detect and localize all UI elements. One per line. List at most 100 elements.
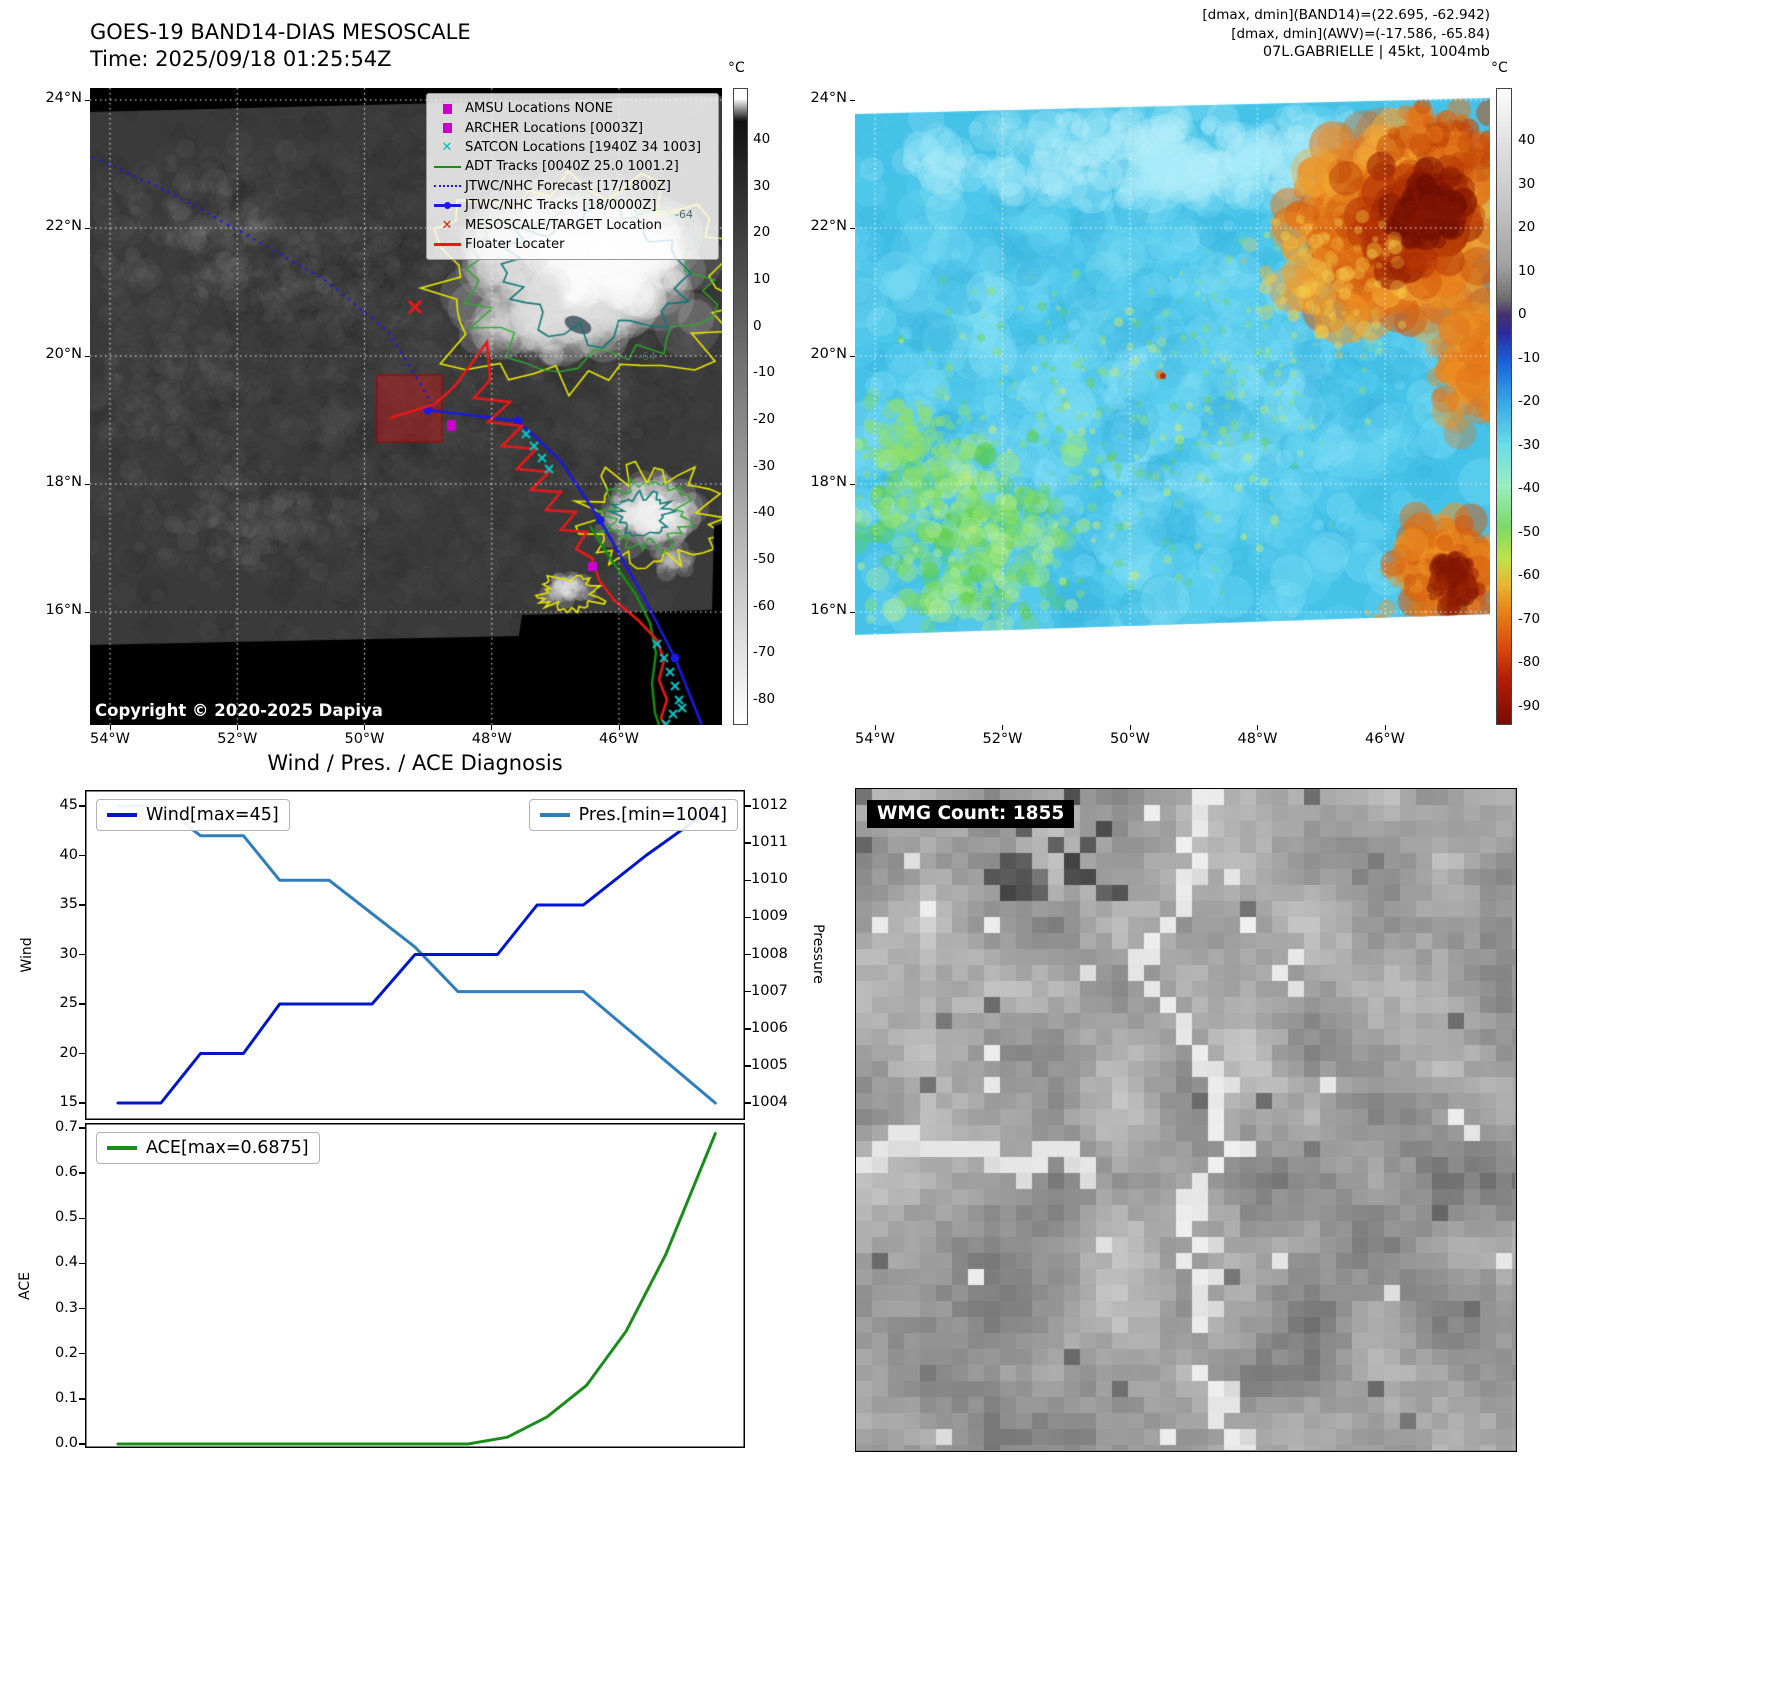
axis-tick (79, 1352, 85, 1355)
awv-lat-tick: 16°N (810, 602, 847, 618)
axis-tick (850, 611, 855, 613)
ace-ytick: 0.7 (54, 1119, 78, 1135)
axis-tick (1129, 725, 1131, 730)
dotted-marker-icon (429, 185, 465, 188)
awv-colorbar-tick: 0 (1518, 306, 1527, 323)
axis-tick (79, 953, 85, 956)
awv-colorbar-tick: 30 (1518, 175, 1536, 192)
series-line-wind (116, 804, 717, 1105)
axis-tick (618, 725, 620, 730)
axis-tick (85, 483, 90, 485)
legend-item: Floater Locater (429, 235, 714, 254)
band14-colorbar-tick: -60 (753, 597, 776, 614)
band14-colorbar-unit: °C (728, 60, 745, 76)
axis-tick (1002, 725, 1003, 730)
ace-legend: ACE[max=0.6875] (96, 1132, 320, 1164)
awv-colorbar-tick: -30 (1518, 436, 1541, 453)
x-marker-icon: ✕ (441, 217, 453, 233)
wind-pressure-chart: Wind[max=45] Pres.[min=1004] (85, 790, 745, 1120)
awv-colorbar-tick: -40 (1518, 480, 1541, 497)
axis-tick (79, 1127, 85, 1129)
pressure-ytick: 1005 (751, 1056, 788, 1073)
axis-tick (79, 904, 85, 906)
contour-value-label: -64 (638, 350, 656, 363)
awv-map-panel (855, 88, 1490, 725)
series-line-ace (116, 1132, 717, 1446)
band14-colorbar-tick: -70 (753, 644, 776, 661)
pressure-ytick: 1006 (751, 1019, 788, 1036)
wind-ytick: 40 (59, 846, 78, 863)
ace-axis-label: ACE (17, 1272, 33, 1300)
legend-item: JTWC/NHC Tracks [18/0000Z] (429, 196, 714, 215)
axis-tick (236, 725, 238, 730)
band14-title: GOES-19 BAND14-DIAS MESOSCALE (90, 20, 471, 44)
band14-lat-tick: 16°N (45, 602, 82, 618)
axis-tick (745, 990, 751, 993)
diagnosis-title: Wind / Pres. / ACE Diagnosis (267, 751, 563, 775)
wind-ytick: 35 (59, 896, 78, 912)
axis-tick (79, 1398, 85, 1400)
band14-colorbar-tick: 0 (753, 317, 762, 334)
legend-item: ARCHER Locations [0003Z] (429, 118, 714, 137)
wind-pressure-plot (85, 790, 745, 1120)
awv-colorbar-tick: -50 (1518, 523, 1541, 540)
storm-info-text: 07L.GABRIELLE | 45kt, 1004mb (1262, 44, 1490, 60)
band14-colorbar-tick: 20 (753, 224, 771, 241)
axis-tick (85, 227, 90, 229)
legend-item-label: ARCHER Locations [0003Z] (465, 120, 644, 136)
square-marker-icon (429, 123, 465, 134)
awv-lon-tick: 54°W (854, 731, 896, 747)
axis-tick (79, 1003, 85, 1005)
line-marker-icon (429, 165, 465, 169)
pressure-ytick: 1007 (751, 982, 788, 999)
band14-lat-tick: 20°N (45, 346, 82, 362)
axis-tick (745, 953, 751, 956)
pressure-legend-label: Pres.[min=1004] (578, 805, 727, 825)
ace-ytick: 0.1 (54, 1389, 78, 1406)
awv-colorbar-tick: -60 (1518, 567, 1541, 584)
band14-lon-tick: 52°W (217, 731, 258, 747)
axis-tick (745, 916, 751, 919)
band14-timestamp: Time: 2025/09/18 01:25:54Z (90, 47, 392, 71)
band14-colorbar-tick: -50 (753, 551, 776, 568)
axis-tick (79, 1217, 85, 1220)
band14-colorbar-tick: -20 (753, 411, 776, 428)
axis-tick (85, 611, 90, 613)
legend-item: AMSU Locations NONE (429, 99, 714, 118)
wind-ytick: 25 (59, 995, 78, 1011)
axis-tick (79, 1262, 85, 1265)
axis-tick (745, 1065, 751, 1067)
wmg-panel: WMG Count: 1855 (855, 788, 1517, 1452)
wind-ytick: 30 (59, 945, 78, 962)
ace-plot (85, 1123, 745, 1448)
awv-colorbar-tick: -10 (1518, 349, 1541, 366)
legend-item-label: JTWC/NHC Tracks [18/0000Z] (465, 198, 657, 214)
wind-ytick: 15 (59, 1094, 78, 1110)
awv-lon-tick: 50°W (1109, 731, 1151, 747)
axis-tick (1384, 725, 1386, 730)
ace-ytick: 0.3 (54, 1299, 78, 1316)
axis-tick (850, 227, 855, 229)
band14-lon-tick: 46°W (598, 731, 640, 747)
awv-header: [dmax, dmin](BAND14)=(22.695, -62.942) [… (1040, 6, 1490, 62)
axis-tick (79, 854, 85, 857)
axis-tick (79, 805, 85, 807)
band14-colorbar-tick: 10 (753, 271, 771, 287)
wmg-count-label: WMG Count: 1855 (867, 800, 1075, 828)
awv-lat-tick: 18°N (810, 474, 847, 490)
awv-colorbar-tick: -90 (1518, 698, 1541, 715)
wind-line-swatch-icon (107, 813, 137, 817)
band14-lon-tick: 48°W (471, 731, 512, 747)
x-marker-icon: ✕ (441, 139, 453, 155)
copyright-text: Copyright © 2020-2025 Dapiya (95, 701, 383, 720)
band14-colorbar-tick: -40 (753, 504, 776, 521)
pressure-line-swatch-icon (539, 813, 570, 817)
wmg-zoom-image (856, 789, 1515, 1450)
axis-tick (79, 1307, 85, 1310)
legend-item-label: MESOSCALE/TARGET Location (465, 217, 662, 233)
awv-colorbar-tick: -20 (1518, 393, 1541, 410)
legend-item-label: JTWC/NHC Forecast [17/1800Z] (465, 178, 671, 194)
awv-colorbar-tick: 10 (1518, 262, 1536, 279)
ace-legend-label: ACE[max=0.6875] (146, 1138, 309, 1158)
wind-axis-label: Wind (19, 937, 35, 973)
